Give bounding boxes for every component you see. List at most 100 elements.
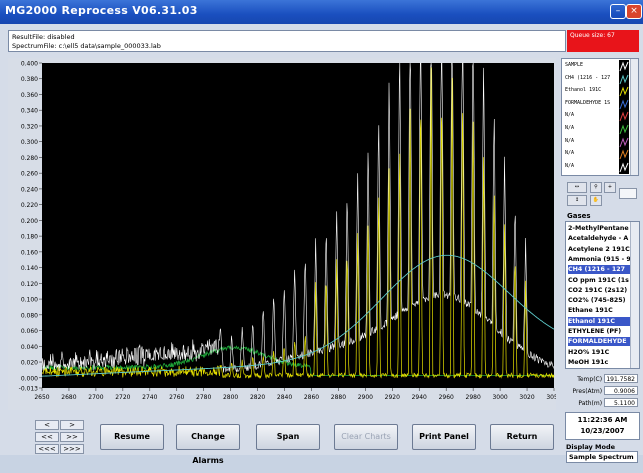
legend-item: N/A [565, 125, 575, 131]
x-tick-label: 2920 [385, 394, 400, 401]
gases-label: Gases [567, 212, 591, 220]
display-mode-label: Display Mode [566, 443, 616, 451]
clear-charts-button[interactable]: Clear Charts [334, 424, 398, 450]
x-tick-label: 2940 [412, 394, 427, 401]
hand-icon[interactable]: ✋ [590, 195, 602, 206]
y-tick-label: 0.140 [21, 265, 38, 272]
gas-list-item[interactable]: CH4 (1216 - 127 [568, 265, 632, 275]
legend-item: N/A [565, 112, 575, 119]
legend-swatch [619, 72, 629, 86]
legend-item: Ethanol 191C [565, 87, 602, 94]
cursor-field[interactable] [619, 188, 637, 199]
x-tick-label: 2780 [196, 394, 211, 401]
legend-item: N/A [565, 162, 575, 169]
legend-item: SAMPLE [565, 62, 584, 68]
zoom-icon[interactable]: ⚲ [590, 182, 602, 193]
y-tick-label: 0.100 [21, 297, 38, 304]
x-tick-label: 2800 [223, 394, 238, 401]
gas-list-item[interactable]: Acetylene 2 191C [568, 245, 630, 253]
window-title: MG2000 Reprocess V06.31.03 [5, 4, 198, 17]
temp-value: 191.7582 [604, 374, 638, 383]
x-tick-label: 2720 [115, 394, 130, 401]
legend-swatch [619, 97, 629, 111]
gas-list-item[interactable]: FORMALDEHYDE [568, 337, 632, 347]
y-tick-label: 0.300 [21, 139, 38, 146]
y-tick-label: 0.120 [21, 281, 38, 288]
zoom-x-button[interactable]: ↔ [567, 182, 587, 193]
x-tick-label: 2880 [331, 394, 346, 401]
nav-next-button[interactable]: > [60, 420, 84, 430]
change-alarms-button[interactable]: Change Alarms [176, 424, 240, 465]
legend-swatch [619, 60, 629, 73]
legend-swatch [619, 135, 629, 149]
x-tick-label: 2820 [250, 394, 265, 401]
gas-list-item[interactable]: Ethane 191C [568, 307, 613, 315]
result-file-text: ResultFile: disabled [12, 33, 75, 41]
y-tick-label: 0.240 [21, 186, 38, 193]
x-tick-label: 2840 [277, 394, 292, 401]
y-tick-label: 0.080 [21, 312, 38, 319]
resume-button[interactable]: Resume [100, 424, 164, 450]
minimize-button[interactable]: – [610, 4, 626, 19]
x-tick-label: 2960 [439, 394, 454, 401]
measurement-params: Temp(C) 191.7582 Pres(Atm) 0.9006 Path(m… [565, 374, 640, 410]
gas-list-item[interactable]: CO ppm 191C (1s [568, 276, 629, 284]
legend-swatch [619, 85, 629, 99]
legend-item: N/A [565, 137, 575, 144]
y-tick-label: 0.060 [21, 328, 38, 335]
gas-list-item[interactable]: H2O% 191C [568, 348, 610, 356]
chart-tool-buttons: ↔ ↕ ⚲ + ✋ [561, 180, 639, 210]
gases-scrollbar[interactable] [630, 222, 639, 368]
x-tick-label: 2980 [466, 394, 481, 401]
span-button[interactable]: Span [256, 424, 320, 450]
nav-prev-button[interactable]: < [35, 420, 59, 430]
gas-list-item[interactable]: CO2 191C (2s12) [568, 286, 628, 294]
return-button[interactable]: Return [490, 424, 554, 450]
plot-area [42, 63, 554, 388]
x-tick-label: 3050 [546, 394, 556, 401]
legend-swatch [619, 160, 629, 174]
legend-swatch [619, 123, 629, 136]
title-bar: MG2000 Reprocess V06.31.03 – × [0, 0, 643, 24]
nav-next3-button[interactable]: >>> [60, 444, 84, 454]
legend-swatch [619, 110, 629, 124]
nav-prev3-button[interactable]: <<< [35, 444, 59, 454]
gases-list[interactable]: 2-MethylPentane Acetaldehyde - A Acetylene… [565, 221, 640, 369]
file-info-panel: ResultFile: disabled SpectrumFile: c:\el… [8, 30, 566, 52]
temp-label: Temp(C) [577, 376, 603, 383]
gas-list-item[interactable]: Ethanol 191C [568, 316, 632, 326]
y-tick-label: 0.200 [21, 218, 38, 225]
y-tick-label: 0.260 [21, 171, 38, 178]
clock-date: 10/23/2007 [580, 427, 625, 435]
path-value: 5.1100 [604, 398, 638, 407]
gas-list-item[interactable]: 2-MethylPentane [568, 225, 629, 232]
y-tick-label: 0.180 [21, 234, 38, 241]
gas-list-item[interactable]: CO2% (745-825) [568, 297, 626, 305]
x-tick-label: 2900 [358, 394, 373, 401]
legend-scrollbar[interactable] [630, 59, 638, 175]
gas-list-item[interactable]: ETHYLENE (PF) [568, 328, 622, 335]
nav-prev2-button[interactable]: << [35, 432, 59, 442]
close-button[interactable]: × [626, 4, 642, 19]
y-tick-label: 0.040 [21, 344, 38, 351]
spectrum-file-text: SpectrumFile: c:\ell5 data\sample_000033… [12, 42, 161, 50]
gas-list-item[interactable]: Ammonia (915 - 9 [568, 255, 631, 263]
gas-list-item[interactable]: Acetaldehyde - A [568, 235, 629, 243]
print-panel-button[interactable]: Print Panel [412, 424, 476, 450]
x-tick-label: 2700 [88, 394, 103, 401]
legend-item: N/A [565, 150, 575, 157]
y-tick-label: 0.160 [21, 249, 38, 256]
plus-icon[interactable]: + [604, 182, 616, 193]
gas-list-item[interactable]: MeOH 191c [568, 358, 609, 366]
zoom-y-button[interactable]: ↕ [567, 195, 587, 206]
display-mode-select[interactable]: Sample Spectrum [566, 451, 638, 463]
nav-next2-button[interactable]: >> [60, 432, 84, 442]
navigation-buttons: < > << >> <<< >>> [30, 418, 106, 456]
spectrum-chart: 0.400 0.380 0.360 0.340 0.320 0.300 0.280 0.260… [8, 58, 556, 410]
queue-size-indicator: Queue size: 67 [567, 30, 639, 52]
y-tick-label: -0.013 [19, 386, 39, 393]
y-tick-label: 0.400 [21, 61, 38, 68]
legend-item: CH4 (1216 - 127 [565, 74, 611, 81]
y-tick-label: 0.220 [21, 202, 38, 209]
